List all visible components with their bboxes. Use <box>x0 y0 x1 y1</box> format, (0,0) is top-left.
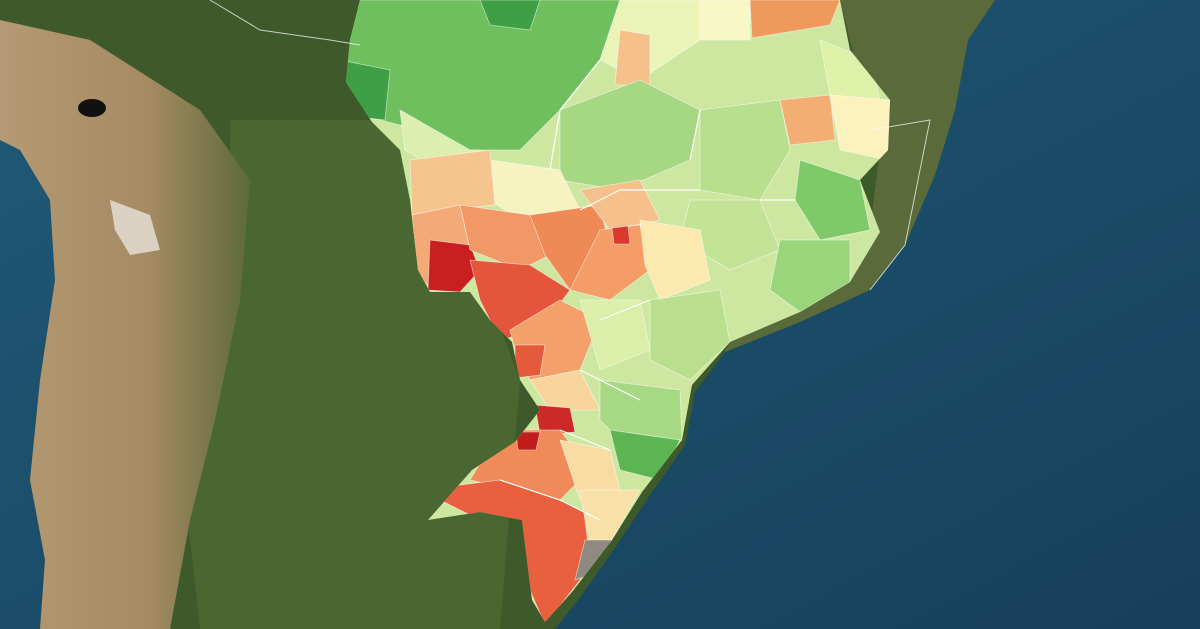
region <box>649 289 731 381</box>
region <box>794 159 871 241</box>
region <box>639 219 711 301</box>
region <box>409 149 496 216</box>
region <box>779 94 836 146</box>
lake <box>78 99 106 117</box>
region <box>579 179 661 231</box>
region <box>611 225 631 245</box>
border <box>209 0 931 291</box>
region <box>514 344 546 379</box>
border <box>499 59 795 521</box>
region <box>534 404 576 436</box>
region <box>769 239 851 313</box>
highlands <box>725 0 995 352</box>
region <box>427 239 481 293</box>
mountains <box>0 20 250 629</box>
region <box>699 0 751 41</box>
region <box>614 29 651 86</box>
region <box>699 99 791 201</box>
region <box>749 0 841 39</box>
snow <box>110 200 160 255</box>
region <box>515 431 541 451</box>
region <box>479 0 541 31</box>
